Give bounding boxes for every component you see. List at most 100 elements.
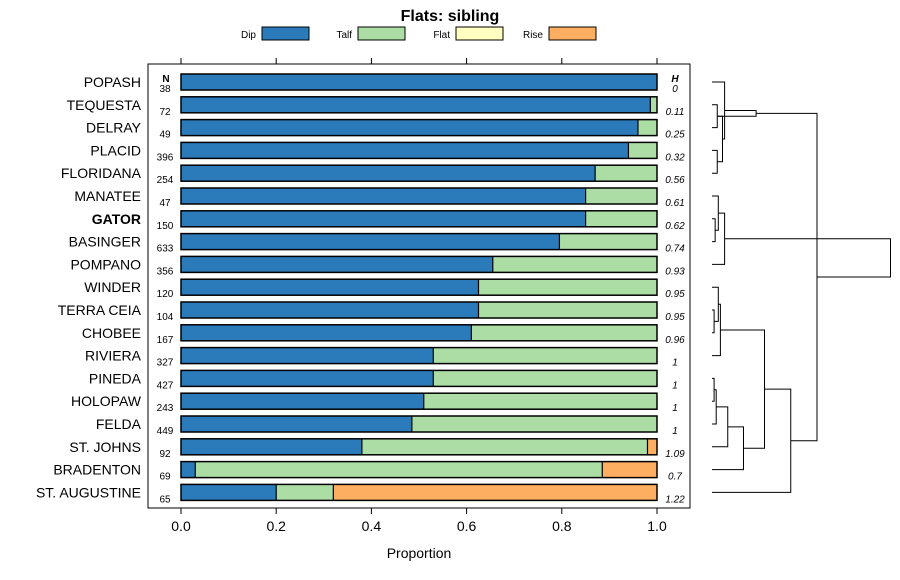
- bar-chobee-dip: [181, 324, 472, 341]
- h-value: 0.95: [665, 289, 685, 300]
- h-value: 0.93: [665, 266, 685, 277]
- n-value: 49: [159, 130, 171, 141]
- h-value: 1.09: [665, 449, 685, 460]
- dendrogram-branch: [712, 309, 715, 334]
- bar-chobee-talf: [471, 324, 657, 341]
- h-value: 0.11: [666, 107, 685, 118]
- n-value: 104: [157, 312, 174, 323]
- bar-placid-dip: [181, 142, 629, 159]
- n-column-header: N: [162, 74, 169, 85]
- legend-label-flat: Flat: [433, 30, 450, 41]
- bar-st-johns-talf: [361, 438, 648, 455]
- n-value: 92: [159, 449, 171, 460]
- category-label-winder: WINDER: [84, 279, 141, 295]
- bar-terra-ceia-dip: [181, 302, 479, 318]
- h-column-header: H: [671, 74, 679, 85]
- n-value: 254: [157, 175, 174, 186]
- n-value: 167: [157, 335, 174, 346]
- dendrogram-branch: [712, 406, 729, 448]
- bar-manatee-dip: [181, 188, 586, 204]
- dendrogram-branch: [712, 286, 719, 322]
- bar-bradenton-rise: [602, 461, 657, 478]
- bar-holopaw-dip: [181, 393, 424, 410]
- category-label-terra-ceia: TERRA CEIA: [58, 302, 142, 318]
- x-tick-label: 0.8: [552, 518, 572, 534]
- bars-group: [180, 73, 658, 502]
- x-tick-label: 0.0: [171, 518, 191, 534]
- dendrogram-branch: [712, 388, 792, 493]
- bar-pineda-talf: [433, 370, 657, 387]
- dendrogram-branch: [712, 149, 718, 174]
- x-tick-label: 0.6: [457, 518, 477, 534]
- h-value: 0: [672, 84, 678, 95]
- labels-group: POPASH 38 0 TEQUESTA 72 0.11 DELRAY 49 0.25 PLACI…: [36, 74, 685, 505]
- bar-st-augustine-rise: [333, 484, 657, 501]
- bar-floridana-dip: [181, 165, 596, 182]
- h-value: 0.96: [665, 335, 685, 346]
- bar-basinger-talf: [559, 233, 657, 250]
- category-label-placid: PLACID: [90, 142, 141, 158]
- n-value: 243: [157, 403, 174, 414]
- bar-outline-popash: [180, 73, 658, 91]
- bar-holopaw-talf: [423, 393, 657, 410]
- bar-outline-holopaw: [180, 392, 658, 410]
- n-value: 47: [159, 198, 171, 209]
- category-label-felda: FELDA: [96, 416, 142, 432]
- bar-bradenton-talf: [195, 461, 603, 478]
- dendrogram: [712, 81, 891, 493]
- h-value: 0.61: [665, 198, 684, 209]
- bar-pompano-talf: [492, 256, 657, 273]
- dendrogram-branch: [717, 115, 723, 163]
- x-tick-label: 1.0: [647, 518, 667, 534]
- h-value: 0.25: [665, 130, 685, 141]
- bar-st-augustine-dip: [181, 484, 277, 501]
- dendrogram-branch: [720, 329, 765, 449]
- n-value: 38: [159, 84, 171, 95]
- dendrogram-branch: [712, 377, 715, 402]
- h-value: 1: [672, 358, 678, 369]
- bar-popash-dip: [181, 74, 657, 90]
- legend-swatch-talf: [357, 26, 406, 41]
- bar-outline-delray: [180, 118, 658, 137]
- h-value: 0.7: [668, 472, 682, 483]
- category-label-pineda: PINEDA: [89, 370, 142, 386]
- bar-basinger-dip: [181, 233, 560, 250]
- bar-winder-dip: [181, 279, 479, 296]
- category-label-basinger: BASINGER: [69, 234, 141, 250]
- bar-outline-gator: [180, 210, 658, 228]
- bar-placid-talf: [628, 142, 657, 159]
- n-value: 150: [157, 221, 174, 232]
- bar-st-johns-dip: [181, 438, 362, 455]
- bar-riviera-talf: [433, 347, 657, 364]
- category-label-delray: DELRAY: [86, 120, 142, 136]
- bar-outline-bradenton: [180, 460, 658, 479]
- dendrogram-branch: [724, 238, 891, 278]
- h-value: 1: [672, 380, 678, 391]
- n-value: 396: [157, 152, 174, 163]
- bar-tequesta-talf: [650, 96, 657, 113]
- bar-outline-basinger: [180, 232, 658, 251]
- bar-felda-talf: [411, 416, 657, 432]
- bar-pompano-dip: [181, 256, 493, 273]
- category-label-bradenton: BRADENTON: [53, 462, 141, 478]
- h-value: 0.56: [665, 175, 685, 186]
- dendrogram-branch: [756, 112, 818, 442]
- legend-label-rise: Rise: [523, 30, 543, 41]
- category-label-gator: GATOR: [92, 211, 141, 227]
- x-tick-label: 0.4: [362, 518, 382, 534]
- bar-outline-winder: [180, 278, 658, 296]
- category-label-st-johns: ST. JOHNS: [69, 439, 141, 455]
- legend-swatch-dip: [261, 26, 310, 41]
- category-label-pompano: POMPANO: [70, 256, 141, 272]
- bar-outline-terra-ceia: [180, 301, 658, 319]
- category-label-chobee: CHOBEE: [82, 325, 141, 341]
- n-value: 427: [157, 380, 174, 391]
- legend: Dip Talf Flat Rise: [241, 26, 597, 41]
- legend-swatch-rise: [548, 26, 597, 41]
- bar-outline-chobee: [180, 324, 658, 342]
- bar-riviera-dip: [181, 347, 434, 364]
- bar-terra-ceia-talf: [478, 302, 657, 318]
- bar-outline-placid: [180, 141, 658, 160]
- bar-gator-talf: [585, 210, 657, 227]
